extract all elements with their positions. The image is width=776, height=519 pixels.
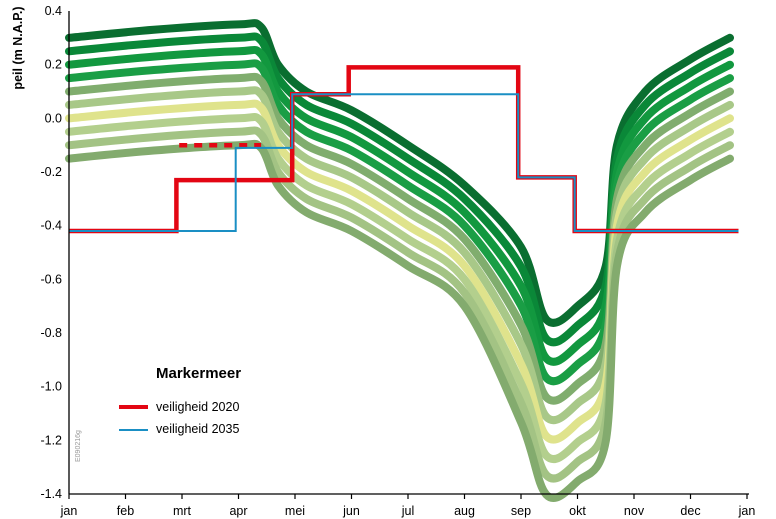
y-tick-label: 0.4 xyxy=(45,4,62,18)
legend-label-veiligheid-2035: veiligheid 2035 xyxy=(156,422,239,436)
y-tick-label: -0.4 xyxy=(40,219,62,233)
safety-level-lines xyxy=(69,65,739,234)
x-tick-label: jan xyxy=(738,504,756,518)
x-tick-label: mei xyxy=(285,504,305,518)
y-tick-label: 0.2 xyxy=(45,58,62,72)
x-tick-label: nov xyxy=(624,504,645,518)
x-tick-label: okt xyxy=(569,504,586,518)
y-axis-title: peil (m N.A.P.) xyxy=(11,6,25,89)
x-tick-label: jul xyxy=(401,504,415,518)
legend-label-veiligheid-2020: veiligheid 2020 xyxy=(156,400,239,414)
y-tick-label: -1.2 xyxy=(40,433,62,447)
x-tick-label: feb xyxy=(117,504,134,518)
x-tick-label: jan xyxy=(60,504,78,518)
y-tick-label: -0.6 xyxy=(40,272,62,286)
series-line-veiligheid-2035 xyxy=(69,93,739,232)
x-tick-labels: jan feb mrt apr mei jun jul aug sep okt nov dec jan xyxy=(60,494,756,518)
y-tick-label: -1.0 xyxy=(40,380,62,394)
image-code: E090216g xyxy=(75,430,82,462)
x-tick-label: mrt xyxy=(173,504,192,518)
y-tick-labels: 0.4 0.2 0.0 -0.2 -0.4 -0.6 -0.8 -1.0 -1.2 -1.4 xyxy=(40,4,62,501)
y-tick-label: -1.4 xyxy=(40,487,62,501)
x-tick-label: dec xyxy=(680,504,700,518)
legend-title: Markermeer xyxy=(156,365,241,382)
y-tick-label: -0.8 xyxy=(40,326,62,340)
x-tick-label: aug xyxy=(454,504,475,518)
y-tick-label: -0.2 xyxy=(40,165,62,179)
y-tick-label: 0.0 xyxy=(45,111,62,125)
x-tick-label: jun xyxy=(342,504,360,518)
x-tick-label: sep xyxy=(511,504,531,518)
water-level-bands xyxy=(65,19,734,502)
legend: Markermeer veiligheid 2020 veiligheid 20… xyxy=(119,365,241,436)
x-tick-label: apr xyxy=(229,504,247,518)
